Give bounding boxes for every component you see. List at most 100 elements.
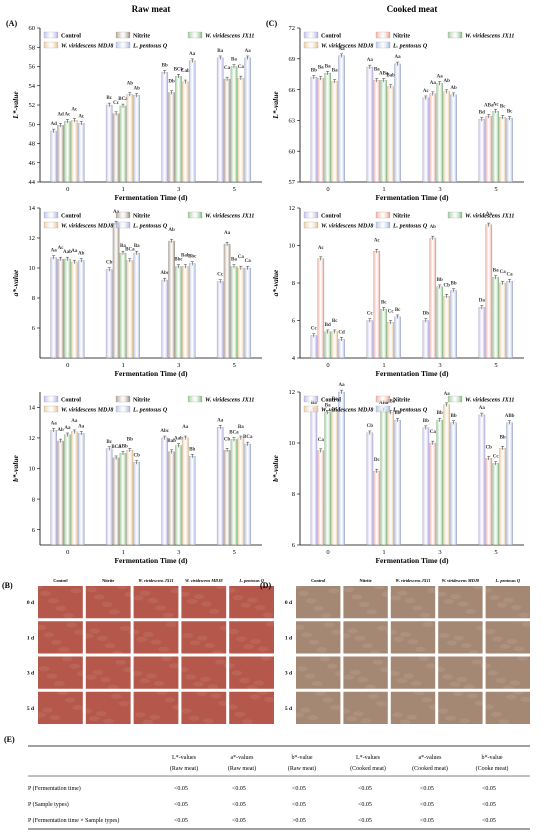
y-tick-label: 8 xyxy=(32,295,35,302)
photo-texture xyxy=(393,636,405,642)
photo-texture xyxy=(418,655,429,662)
photo-texture xyxy=(456,676,468,682)
legend-entry: Control xyxy=(321,34,341,40)
bar xyxy=(387,86,394,183)
photo-texture xyxy=(201,601,212,607)
significance-letter: Bb xyxy=(437,278,443,283)
photo-texture xyxy=(308,639,320,645)
photo-row-label: 0 d xyxy=(285,600,292,606)
legend-swatch xyxy=(115,31,131,39)
significance-letter: Ac xyxy=(71,108,78,113)
y-axis-label: b*-value xyxy=(11,455,20,482)
photo-texture xyxy=(40,590,51,596)
y-tick-label: 57 xyxy=(289,179,296,186)
significance-letter: Bbc xyxy=(174,258,183,263)
panel-C3: 6 8 10 12 b*-value Fermentation Time (d) 0 Ba Ca… xyxy=(271,383,524,565)
photo-texture xyxy=(246,685,258,691)
meat-photo xyxy=(438,621,483,654)
panel-C2: 4 6 8 10 12 a*-value Fermentation Time (d) 0 Cc A… xyxy=(271,205,524,378)
meat-photo xyxy=(485,656,530,689)
significance-letter: Aa xyxy=(245,49,252,54)
photo-texture xyxy=(82,633,94,639)
x-tick-label: 0 xyxy=(66,186,69,193)
bar xyxy=(331,331,338,359)
meat-photo xyxy=(38,656,83,689)
significance-letter: Ca xyxy=(245,259,252,264)
bar xyxy=(216,427,224,546)
significance-letter: Abc xyxy=(160,429,169,434)
photo-texture xyxy=(133,595,144,601)
significance-letter: Bb xyxy=(451,282,457,287)
table-header-sub: (Raw meat) xyxy=(228,765,256,772)
meat-photo xyxy=(485,691,530,724)
panel-C1: Cooked meat (C) 57 60 63 66 69 72 L*-value Fermen… xyxy=(266,4,524,202)
x-tick-label: 3 xyxy=(438,186,441,193)
legend-swatch xyxy=(303,221,319,229)
bar xyxy=(422,320,430,359)
bar xyxy=(387,322,394,359)
significance-letter: Ac xyxy=(78,114,85,119)
photo-texture xyxy=(334,671,346,677)
y-tick-label: 60 xyxy=(29,25,36,32)
photo-texture xyxy=(207,684,219,690)
legend-swatch xyxy=(303,395,319,403)
photo-texture xyxy=(249,694,261,700)
photo-texture xyxy=(304,673,316,679)
significance-letter: Ba xyxy=(318,65,324,70)
photo-texture xyxy=(119,625,131,631)
significance-letter: Bb xyxy=(500,435,506,440)
meat-photo xyxy=(133,691,179,724)
bar xyxy=(387,412,394,546)
meat-photo xyxy=(485,621,530,654)
photo-row-label: 1 d xyxy=(27,635,34,641)
meat-photo xyxy=(85,691,131,724)
photo-texture xyxy=(124,591,136,597)
photo-texture xyxy=(449,681,461,687)
significance-letter: Cc xyxy=(367,312,374,317)
significance-letter: Bab xyxy=(181,254,190,259)
legend-swatch xyxy=(375,395,391,403)
significance-letter: Cb xyxy=(224,437,231,442)
photo-column-label: L. pentosus Q xyxy=(495,578,520,583)
bar xyxy=(331,409,338,546)
legend-entry: Control xyxy=(321,214,341,220)
panel-title: Raw meat xyxy=(132,4,171,14)
photo-texture xyxy=(49,714,61,721)
photo-texture xyxy=(381,591,393,597)
y-tick-label: 6 xyxy=(32,325,36,332)
x-tick-label: 5 xyxy=(233,362,236,369)
photo-texture xyxy=(189,640,201,646)
significance-letter: Ba xyxy=(493,269,499,274)
bar xyxy=(230,66,238,183)
legend-swatch xyxy=(43,211,59,219)
significance-letter: Aab xyxy=(174,437,183,442)
significance-letter: Ac xyxy=(58,246,65,251)
bar xyxy=(338,391,345,546)
photo-texture xyxy=(211,650,223,656)
significance-letter: Ad xyxy=(51,122,58,127)
photo-texture xyxy=(38,666,50,672)
photo-column-label: W. viridescens MDJ8 xyxy=(185,578,223,583)
photo-row-label: 5 d xyxy=(27,706,34,712)
significance-letter: Ca xyxy=(318,438,325,443)
photo-texture xyxy=(228,628,240,635)
significance-letter: Bd xyxy=(479,111,485,116)
photo-texture xyxy=(73,629,85,635)
legend-entry: Nitrite xyxy=(393,34,410,40)
bar xyxy=(310,335,318,359)
photo-texture xyxy=(400,631,411,638)
meat-photo xyxy=(296,691,341,724)
bar xyxy=(317,450,325,546)
photo-texture xyxy=(340,633,351,639)
photo-texture xyxy=(298,590,309,596)
photo-texture xyxy=(293,712,304,718)
significance-letter: Bc xyxy=(332,319,338,324)
photo-texture xyxy=(517,655,528,661)
photo-texture xyxy=(301,632,312,638)
significance-letter: Bc xyxy=(381,300,387,305)
photo-texture xyxy=(92,669,104,675)
y-tick-label: 50 xyxy=(29,121,36,128)
bar xyxy=(112,222,120,359)
significance-letter: Bc xyxy=(500,104,506,109)
bar xyxy=(175,76,182,183)
